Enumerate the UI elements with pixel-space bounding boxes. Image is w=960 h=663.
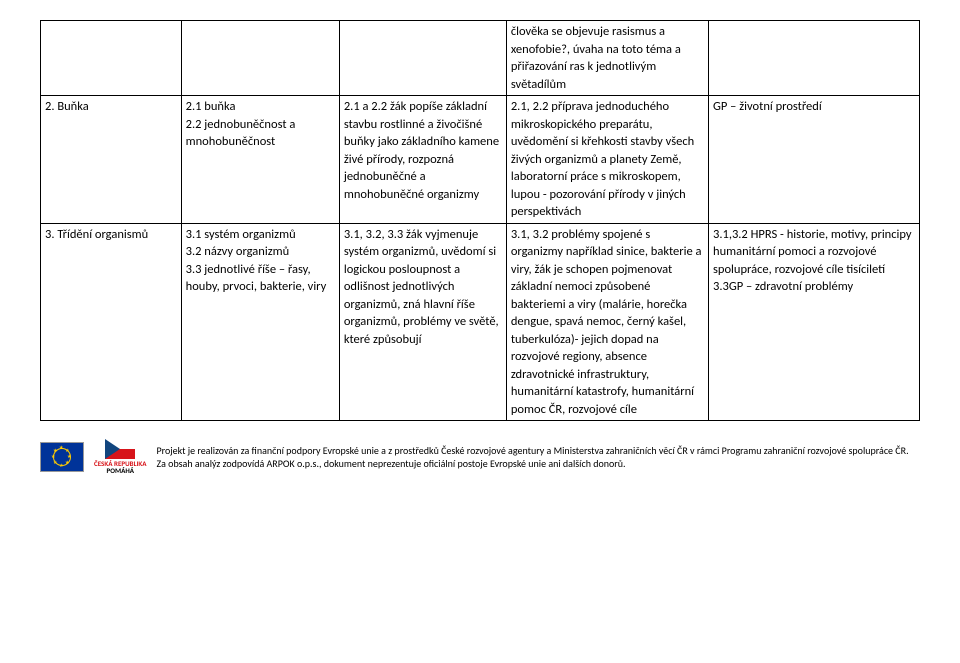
- cell: 3.1, 3.2, 3.3 žák vyjmenuje systém organ…: [339, 223, 506, 421]
- cell: GP – životní prostředí: [709, 96, 920, 224]
- cell: 2.1 a 2.2 žák popíše základní stavbu ros…: [339, 96, 506, 224]
- page-content: člověka se objevuje rasismus a xenofobie…: [0, 0, 960, 431]
- cell: 3.1,3.2 HPRS - historie, motivy, princip…: [709, 223, 920, 421]
- table-row: 3. Třídění organismů 3.1 systém organizm…: [41, 223, 920, 421]
- content-table: člověka se objevuje rasismus a xenofobie…: [40, 20, 920, 421]
- cell: 2.1 buňka2.2 jednobuněčnost a mnohobuněč…: [181, 96, 339, 224]
- cell: člověka se objevuje rasismus a xenofobie…: [506, 21, 708, 96]
- cell: [181, 21, 339, 96]
- cell: 3. Třídění organismů: [41, 223, 182, 421]
- cz-flag-icon: [105, 439, 135, 459]
- eu-flag-icon: ★ ★ ★ ★ ★ ★ ★ ★: [40, 442, 84, 472]
- cell: 3.1 systém organizmů3.2 názvy organizmů3…: [181, 223, 339, 421]
- cell: 2.1, 2.2 příprava jednoduchého mikroskop…: [506, 96, 708, 224]
- cell: 3.1, 3.2 problémy spojené s organizmy na…: [506, 223, 708, 421]
- cell: [709, 21, 920, 96]
- cz-label-2: POMÁHÁ: [107, 467, 134, 474]
- table-row: člověka se objevuje rasismus a xenofobie…: [41, 21, 920, 96]
- cell: 2. Buňka: [41, 96, 182, 224]
- cell: [339, 21, 506, 96]
- table-row: 2. Buňka 2.1 buňka2.2 jednobuněčnost a m…: [41, 96, 920, 224]
- footer-text: Projekt je realizován za finanční podpor…: [156, 444, 920, 470]
- footer: ★ ★ ★ ★ ★ ★ ★ ★ ČESKÁ REPUBLIKA POMÁHÁ P…: [0, 431, 960, 486]
- cz-logo-icon: ČESKÁ REPUBLIKA POMÁHÁ: [94, 439, 146, 474]
- cell: [41, 21, 182, 96]
